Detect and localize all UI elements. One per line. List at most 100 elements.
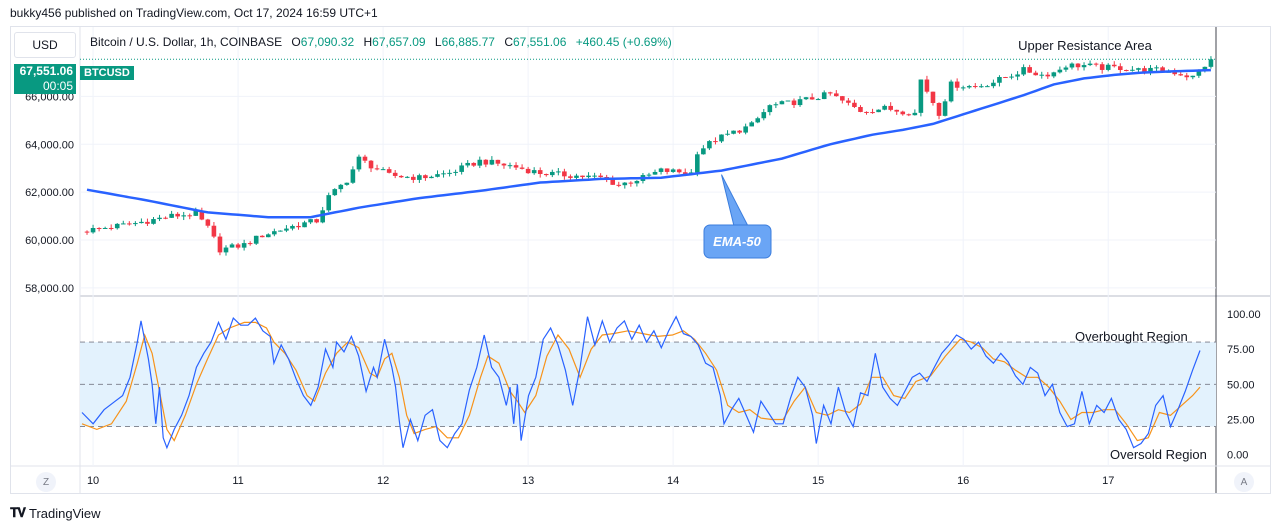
candle-body (525, 168, 531, 174)
x-tick-label: 15 (812, 475, 824, 487)
candle-body (296, 225, 301, 228)
candle-body (997, 77, 1002, 83)
candle-body (531, 170, 537, 174)
candle-body (966, 86, 972, 88)
candle (701, 145, 706, 155)
candle (489, 156, 495, 166)
y-tick-label: 58,000.00 (25, 283, 74, 295)
candle (223, 245, 229, 256)
candle-body (1039, 74, 1045, 76)
candle-body (1021, 67, 1026, 75)
candle-body (193, 210, 199, 216)
candle-body (616, 184, 622, 186)
candle (1148, 64, 1153, 76)
candle (821, 90, 827, 100)
candle-body (114, 223, 120, 229)
candle-body (453, 171, 458, 173)
candle (1075, 63, 1081, 71)
candle-body (151, 219, 156, 224)
candle-body (840, 96, 845, 101)
candle-body (326, 195, 332, 211)
candle (175, 212, 180, 219)
candle-body (259, 235, 265, 238)
candle-body (1093, 63, 1099, 65)
candle (362, 154, 368, 164)
candle (145, 218, 150, 226)
candle (676, 168, 682, 174)
candle (459, 162, 464, 175)
candle (1208, 56, 1214, 69)
y-tick-label: 62,000.00 (25, 187, 74, 199)
candle (713, 137, 718, 145)
candle-body (852, 102, 857, 107)
candle (1051, 71, 1057, 79)
candle-body (1202, 66, 1208, 71)
currency-button[interactable]: USD (14, 32, 76, 58)
candle-body (894, 109, 900, 112)
candle-body (374, 168, 380, 170)
candle-body (157, 217, 162, 220)
candle (290, 224, 295, 231)
candle (483, 159, 489, 168)
candle-body (834, 93, 839, 97)
candle (966, 84, 972, 89)
candle-body (344, 182, 350, 185)
candle-body (90, 228, 96, 233)
candle (997, 75, 1002, 87)
candle-body (247, 243, 253, 245)
candle (749, 121, 754, 127)
candle (985, 84, 990, 88)
candle-body (761, 112, 767, 119)
oversold-label: Oversold Region (1110, 447, 1207, 462)
candle (398, 175, 404, 178)
zoom-button[interactable]: Z (36, 472, 56, 492)
candle-body (985, 86, 990, 88)
candle-body (175, 213, 180, 217)
candle (374, 164, 380, 171)
candle (356, 154, 362, 172)
candle-body (290, 225, 295, 229)
candle (181, 211, 186, 221)
candle-body (471, 162, 477, 166)
candle-body (543, 174, 549, 176)
candle-body (1009, 76, 1014, 78)
candle (537, 167, 543, 178)
candle (1063, 65, 1069, 72)
candle (253, 235, 259, 245)
candle (906, 113, 912, 117)
last-price: 67,551.06 (19, 64, 73, 78)
candle-body (1178, 74, 1184, 76)
candle (151, 216, 156, 225)
candle (465, 160, 470, 168)
candle-body (876, 109, 881, 113)
candle (1111, 61, 1117, 68)
candle-body (1154, 67, 1159, 69)
candle (900, 110, 906, 116)
candle (139, 218, 144, 224)
candle (423, 174, 428, 181)
chart-frame (10, 26, 1271, 494)
candle-body (253, 235, 259, 244)
candle-body (948, 81, 954, 102)
candle-body (586, 175, 591, 178)
stoch-y-tick: 25.00 (1227, 415, 1255, 427)
candle (888, 102, 893, 112)
candle (1039, 71, 1045, 79)
candle (924, 75, 930, 94)
candle-body (199, 210, 205, 220)
candle-body (1099, 64, 1105, 70)
auto-scale-button[interactable]: A (1234, 472, 1254, 492)
candle (719, 134, 724, 143)
candle-body (664, 168, 670, 172)
candle (1130, 66, 1135, 72)
candle-body (302, 222, 307, 228)
candle-body (429, 176, 434, 179)
candle (114, 223, 120, 230)
candle (519, 164, 525, 170)
candle-body (447, 172, 452, 174)
candle (707, 140, 712, 151)
legend-change: +460.45 (+0.69%) (575, 35, 672, 49)
candle (417, 173, 422, 183)
candle-body (386, 169, 392, 173)
